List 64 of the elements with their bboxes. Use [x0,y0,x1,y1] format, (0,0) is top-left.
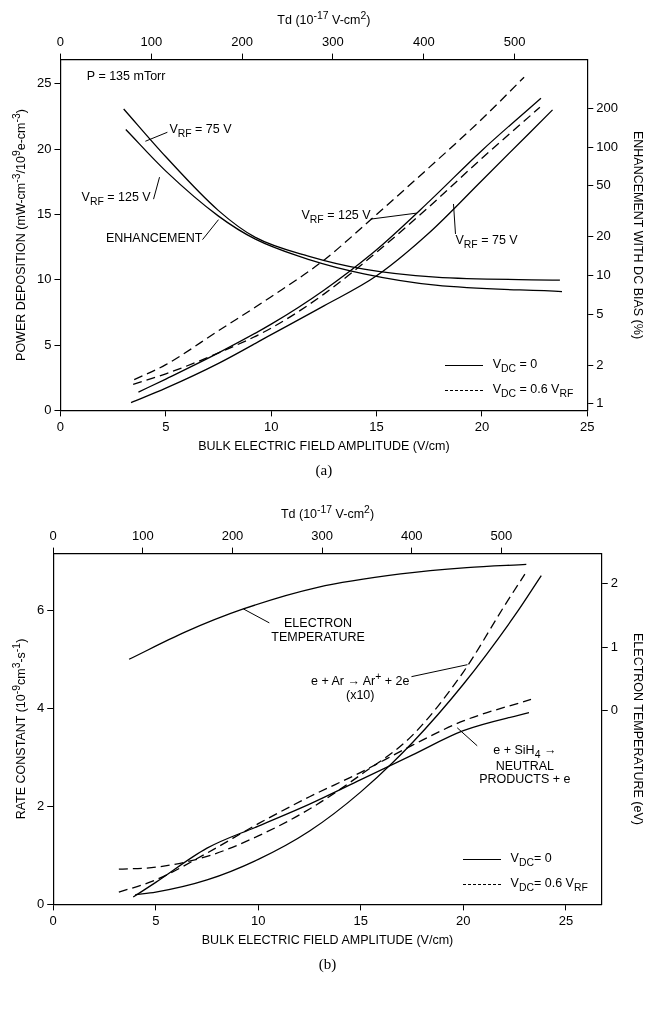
y2-tick-label: 1 [610,638,618,654]
x-axis-title: BULK ELECTRIC FIELD AMPLITUDE (V/cm) [198,439,450,454]
text: (b) [318,956,337,973]
x2-axis-title: Td (10$^{-17}$ V-cm$^{2}$) [280,504,375,522]
x2-axis-title: Td (10$^{-17}$ V-cm$^{2}$) [277,10,371,28]
y2-tick-label: 0 [610,702,618,718]
annotation: e + SiH$_{4}$ → NEUTRAL PRODUCTS + e [479,742,571,788]
x2-tick-label: 200 [231,34,253,50]
x-tick-label: 15 [353,912,369,928]
y-tick-label: 25 [36,75,52,91]
y2-tick-label: 5 [596,305,604,321]
annotation: V$_{RF}$ = 75 V [169,122,232,140]
legend-label: V$_{DC}$ = 0.6 V$_{RF}$ [492,381,574,399]
x-tick-label: 10 [263,418,279,434]
text: (a) [315,462,333,479]
y-tick-label: 20 [36,140,52,156]
legend-label: V$_{DC}$ = 0 [492,357,538,374]
x-tick-label: 10 [251,912,266,928]
x-tick-label: 25 [558,912,574,928]
y2-tick-label: 1 [596,395,604,411]
annotation: V$_{RF}$ = 125 V [81,190,151,208]
y-tick-label: 5 [44,336,52,352]
y-tick-label: 2 [37,798,45,814]
y-tick-label: 10 [36,271,52,287]
y2-axis-title: ENHANCEMENT WITH DC BIAS (%) [630,130,645,340]
annotation: P = 135 mTorr [86,69,166,84]
x2-tick-label: 300 [322,34,344,50]
y-tick-label: 15 [36,206,52,221]
y2-tick-label: 50 [596,177,611,193]
y-tick-label: 0 [37,895,45,911]
y2-tick-label: 10 [596,267,611,283]
x2-tick-label: 500 [503,34,526,50]
y-tick-label: 0 [44,401,52,417]
x2-tick-label: 400 [412,34,435,50]
y-tick-label: 6 [37,602,45,618]
x2-tick-label: 500 [490,528,513,544]
x-tick-label: 15 [369,418,384,434]
x-tick-label: 20 [474,418,490,434]
x-axis-title: BULK ELECTRIC FIELD AMPLITUDE (V/cm) [201,933,454,948]
x2-tick-label: 400 [400,528,423,544]
x-tick-label: 20 [456,912,471,928]
x2-tick-label: 100 [132,528,154,544]
y2-tick-label: 20 [596,228,611,244]
annotation: e + Ar → Ar$^{+}$ + 2e (x10) [310,670,410,703]
y2-tick-label: 2 [610,575,618,591]
x-tick-label: 5 [152,912,160,928]
x2-tick-label: 100 [140,34,163,50]
x-tick-label: 0 [56,418,65,434]
x2-tick-label: 0 [56,34,65,50]
x-tick-label: 25 [580,418,595,434]
y2-tick-label: 200 [596,100,619,115]
x2-tick-label: 200 [221,528,244,544]
y2-axis-title: ELECTRON TEMPERATURE (eV) [630,633,645,825]
legend-label: V$_{DC}$= 0.6 V$_{RF}$ [510,875,588,893]
x2-tick-label: 300 [311,528,333,544]
annotation: V$_{RF}$ = 75 V [455,232,518,250]
y2-tick-label: 2 [596,356,604,372]
y-tick-label: 4 [37,700,45,716]
annotation: ENHANCEMENT [105,230,203,246]
x-tick-label: 5 [162,418,170,434]
y2-tick-label: 100 [596,138,619,154]
legend-label: V$_{DC}$= 0 [510,851,552,868]
annotation: V$_{RF}$ = 125 V [301,208,371,226]
annotation: ELECTRON TEMPERATURE [271,615,365,645]
